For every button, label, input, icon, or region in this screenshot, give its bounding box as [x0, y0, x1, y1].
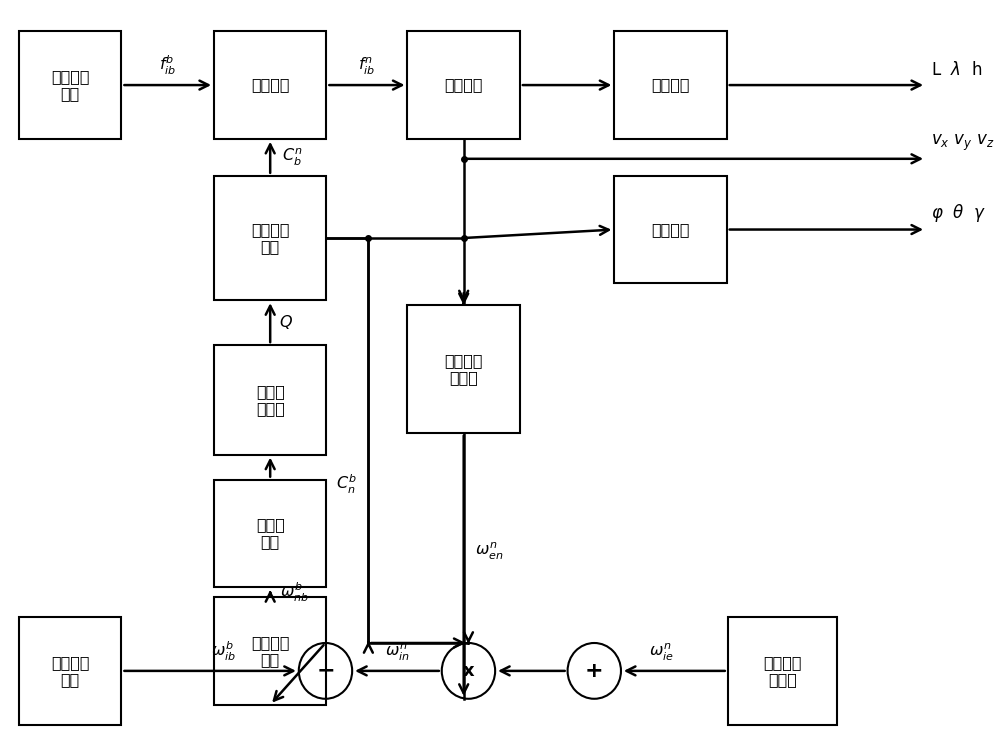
Text: 四元数
归一化: 四元数 归一化 [256, 383, 285, 416]
Text: 加速度传
感器: 加速度传 感器 [51, 69, 89, 101]
Bar [614, 176, 727, 283]
Text: 陀螺仪传
感器: 陀螺仪传 感器 [51, 655, 89, 687]
Text: 速度计算: 速度计算 [444, 78, 483, 93]
Text: 姿态矩阵
计算: 姿态矩阵 计算 [251, 222, 289, 254]
Bar [407, 305, 520, 433]
Bar [214, 480, 326, 587]
Text: $C_n^b$: $C_n^b$ [336, 473, 357, 496]
Text: 姿态速率
计算: 姿态速率 计算 [251, 635, 289, 667]
Text: 四元数
计算: 四元数 计算 [256, 517, 285, 550]
Text: +: + [585, 661, 604, 681]
Bar [728, 617, 837, 724]
Text: $C_b^n$: $C_b^n$ [282, 147, 302, 168]
Text: $v_x\ v_y\ v_z$: $v_x\ v_y\ v_z$ [931, 133, 994, 153]
Text: $\omega_{ib}^b$: $\omega_{ib}^b$ [211, 640, 236, 663]
Bar [614, 31, 727, 139]
Text: 地球自转
角速度: 地球自转 角速度 [763, 655, 802, 687]
Text: $\omega_{nb}^b$: $\omega_{nb}^b$ [280, 580, 309, 604]
Text: $f_{ib}^n$: $f_{ib}^n$ [358, 56, 376, 77]
Text: 位置计算: 位置计算 [651, 78, 690, 93]
Text: $\varphi\ \ \theta\ \ \gamma$: $\varphi\ \ \theta\ \ \gamma$ [931, 201, 986, 224]
Bar [19, 617, 121, 724]
Bar [214, 597, 326, 705]
Text: 姿态计算: 姿态计算 [651, 222, 690, 237]
Text: 比力变换: 比力变换 [251, 78, 289, 93]
Text: L  $\lambda$  h: L $\lambda$ h [931, 61, 982, 79]
Text: Q: Q [280, 316, 292, 330]
Bar [214, 345, 326, 455]
Text: $\omega_{in}^n$: $\omega_{in}^n$ [385, 642, 409, 663]
Bar [407, 31, 520, 139]
Text: $f_{ib}^b$: $f_{ib}^b$ [159, 54, 176, 77]
Bar [214, 176, 326, 301]
Text: 位置角速
度计算: 位置角速 度计算 [444, 353, 483, 385]
Bar [214, 31, 326, 139]
Text: $\omega_{en}^n$: $\omega_{en}^n$ [475, 542, 504, 562]
Text: $\omega_{ie}^n$: $\omega_{ie}^n$ [649, 642, 673, 663]
Text: −: − [316, 661, 335, 681]
Bar [19, 31, 121, 139]
Text: x: x [463, 662, 474, 680]
